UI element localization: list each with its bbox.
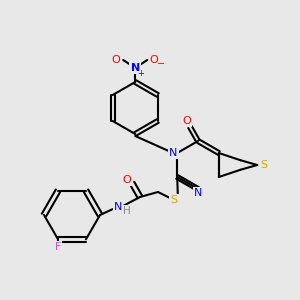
Text: F: F [55,242,61,252]
Text: N: N [130,63,140,73]
Text: O: O [183,116,191,126]
Text: −: − [157,59,165,69]
Text: O: O [123,175,131,185]
Text: S: S [261,160,268,170]
Text: N: N [169,148,177,158]
Text: N: N [114,202,122,212]
Text: N: N [194,188,202,198]
Text: +: + [137,68,144,77]
Text: S: S [170,195,178,205]
Text: O: O [112,55,121,65]
Text: O: O [150,55,159,65]
Text: H: H [123,206,131,216]
